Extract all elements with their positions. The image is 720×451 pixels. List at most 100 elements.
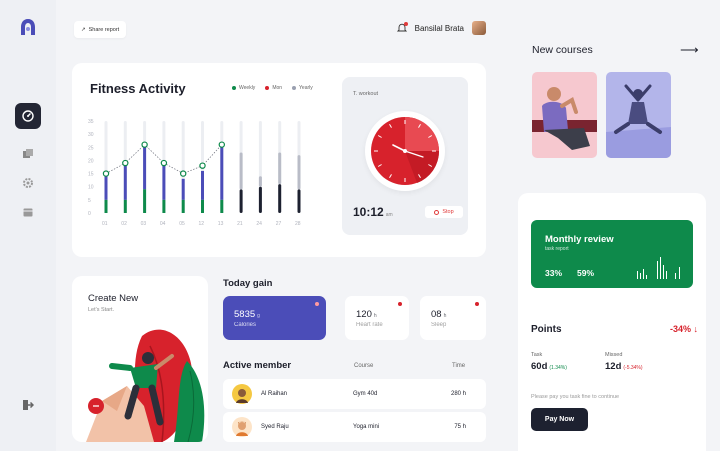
x-tick-label: 05	[179, 221, 185, 227]
x-tick-label: 12	[199, 221, 205, 227]
logout-icon	[23, 400, 34, 410]
bar-segment	[201, 199, 204, 213]
sidebar	[0, 0, 56, 451]
x-tick-label: 13	[218, 221, 224, 227]
heart-rate-card[interactable]: 120 h Heart rate	[345, 296, 409, 340]
bar-segment	[143, 147, 147, 190]
y-tick-label: 30	[88, 132, 94, 138]
logout-button[interactable]	[16, 393, 40, 417]
x-tick-label: 21	[237, 221, 243, 227]
task-label: Task	[531, 352, 543, 358]
bar-segment	[201, 170, 204, 200]
y-tick-label: 25	[88, 145, 94, 151]
nav-settings[interactable]	[16, 171, 40, 195]
bar-segment	[181, 178, 185, 200]
bar-segment	[181, 199, 185, 213]
gear-icon	[23, 178, 33, 188]
bar-segment	[220, 199, 224, 213]
points-change: -34% ↓	[669, 324, 699, 334]
table-row[interactable]: Al Raihan Gym 40d 280 h	[223, 379, 486, 409]
legend-yearly: Yearly	[292, 85, 313, 91]
bar-segment	[278, 184, 282, 213]
course-card[interactable]	[532, 72, 597, 158]
user-menu[interactable]: Bansilal Brata	[396, 21, 486, 35]
arrow-right-icon[interactable]: ⟶	[680, 42, 699, 57]
avatar[interactable]	[472, 21, 486, 35]
bar-segment	[104, 199, 108, 213]
arrow-down-icon: ↓	[693, 324, 699, 334]
x-tick-label: 03	[141, 221, 147, 227]
bar-segment	[297, 155, 301, 190]
avatar	[232, 417, 252, 437]
bar-segment	[278, 152, 282, 185]
table-row[interactable]: Syed Raju Yoga mini 75 h	[223, 412, 486, 442]
workout-panel: T. workout	[342, 77, 468, 235]
bar-segment	[162, 199, 166, 213]
x-tick-label: 28	[295, 221, 301, 227]
data-point	[122, 159, 129, 167]
data-point	[179, 170, 187, 177]
workout-label: T. workout	[353, 91, 379, 97]
book-icon	[23, 149, 33, 158]
new-courses-title: New courses	[532, 44, 593, 56]
right-panel: New courses ⟶ Monthly review task report…	[504, 0, 720, 451]
x-tick-label: 04	[160, 221, 166, 227]
bar-segment	[143, 189, 147, 213]
nav-courses[interactable]	[16, 142, 40, 166]
sleep-card[interactable]: 08 h Sleep	[420, 296, 486, 340]
climber-illustration	[86, 329, 205, 442]
review-panel: Monthly review task report 33% 59% Point…	[518, 193, 706, 451]
data-point	[102, 170, 110, 177]
x-tick-label: 24	[256, 221, 262, 227]
monthly-review-card[interactable]: Monthly review task report 33% 59%	[531, 220, 693, 288]
main-content: ↗ Share report Bansilal Brata Fitness Ac…	[56, 0, 504, 451]
clock	[365, 111, 445, 191]
logo-icon	[21, 19, 35, 35]
bar-segment	[239, 189, 243, 213]
y-tick-label: 20	[88, 158, 94, 164]
bar-segment	[220, 147, 224, 200]
bar-segment	[123, 165, 127, 200]
fitness-chart: 35 30 25 20 15 10 5 0 01 02 03 04 05 12 13 21 24 27 28	[88, 119, 301, 227]
create-subtitle: Let's Start.	[88, 307, 115, 313]
chart-legend: Weekly Mon Yearly	[232, 85, 313, 91]
fitness-title: Fitness Activity	[90, 81, 186, 96]
mini-bars	[637, 257, 680, 279]
share-report-button[interactable]: ↗ Share report	[74, 21, 127, 38]
create-title: Create New	[88, 293, 139, 304]
bar-segment	[258, 176, 262, 187]
notification-bell-icon[interactable]	[396, 22, 408, 33]
arrow-right-icon	[93, 405, 99, 407]
course-image	[532, 87, 597, 150]
avatar	[232, 384, 252, 404]
calendar-icon	[23, 208, 33, 217]
today-gain-title: Today gain	[223, 278, 273, 289]
bar-segment	[162, 165, 166, 200]
active-member-title: Active member	[223, 360, 292, 371]
col-time: Time	[452, 363, 466, 369]
bar-segment	[258, 186, 262, 213]
create-new-button[interactable]	[88, 398, 104, 414]
x-tick-label: 02	[121, 221, 127, 227]
course-card[interactable]	[606, 72, 671, 158]
fitness-activity-card: Fitness Activity Weekly Mon Yearly 35 30 2…	[72, 63, 486, 257]
data-point	[218, 141, 225, 148]
workout-time: 10:12 am	[353, 205, 393, 219]
nav-calendar[interactable]	[16, 200, 40, 224]
course-image	[606, 84, 671, 158]
nav-dashboard[interactable]	[15, 103, 41, 129]
notification-dot	[403, 22, 408, 26]
col-course: Course	[354, 363, 374, 369]
clock-face-icon	[371, 117, 440, 185]
task-value: 60d (1.34%)	[531, 361, 567, 372]
missed-label: Missed	[605, 352, 623, 358]
calories-card[interactable]: 5835 g Calories	[223, 296, 326, 340]
data-point	[160, 159, 168, 167]
legend-mon: Mon	[265, 85, 282, 91]
y-tick-label: 5	[88, 198, 91, 204]
stop-button[interactable]: Stop	[425, 206, 463, 218]
bar-segment	[123, 199, 127, 213]
y-tick-label: 15	[88, 172, 94, 178]
pay-now-button[interactable]: Pay Now	[531, 408, 588, 431]
bar-segment	[239, 152, 243, 190]
